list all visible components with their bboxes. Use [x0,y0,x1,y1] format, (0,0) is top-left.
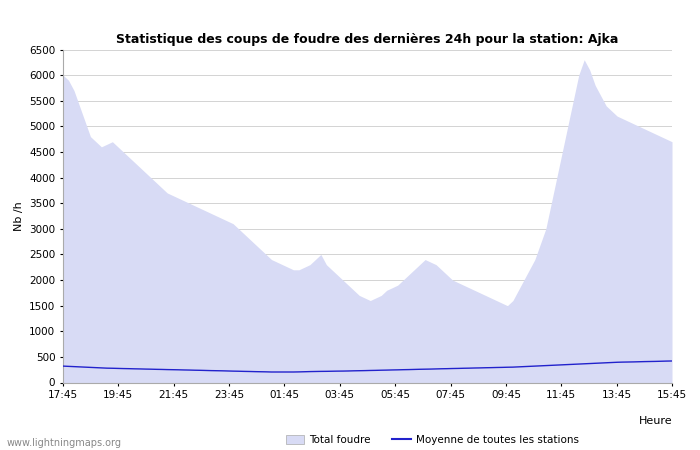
Title: Statistique des coups de foudre des dernières 24h pour la station: Ajka: Statistique des coups de foudre des dern… [116,32,619,45]
Text: Heure: Heure [638,416,672,426]
Text: www.lightningmaps.org: www.lightningmaps.org [7,438,122,448]
Y-axis label: Nb /h: Nb /h [13,201,24,231]
